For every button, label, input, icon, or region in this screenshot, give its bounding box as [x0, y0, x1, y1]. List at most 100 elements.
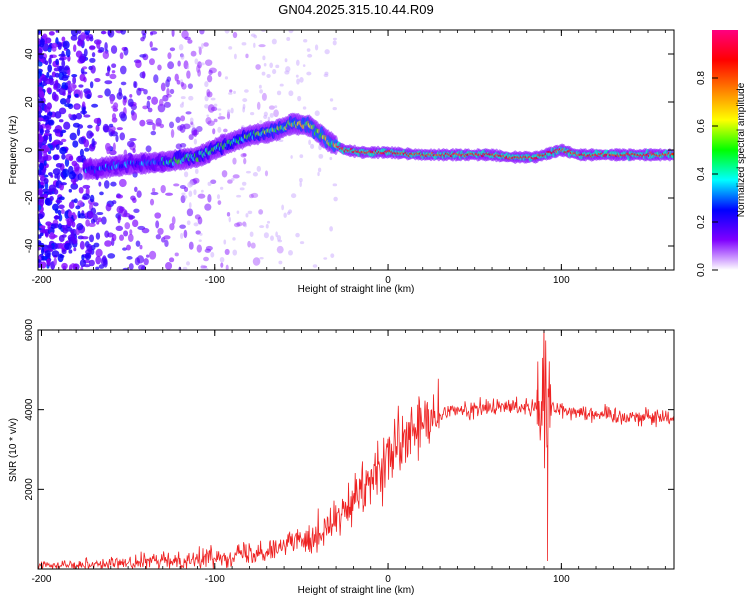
spectrogram-cell: [58, 53, 66, 57]
spectrogram-cell: [150, 30, 158, 35]
spectrogram-cell: [288, 90, 294, 97]
spectrogram-cell: [157, 64, 162, 71]
spectrogram-cell: [57, 65, 65, 70]
spectrogram-cell: [148, 58, 155, 66]
spectrogram-cell: [128, 263, 134, 270]
spectrogram-cell: [94, 78, 101, 83]
spectrogram-cell: [207, 104, 215, 113]
spectrogram-cell: [188, 134, 194, 140]
spectrogram-cell: [43, 193, 48, 199]
spectrogram-cell: [228, 46, 233, 50]
spectrogram-cell: [69, 132, 77, 141]
spectrogram-cell: [101, 216, 107, 225]
spectrogram-cell: [84, 147, 90, 152]
spectrogram-cell: [141, 71, 146, 79]
spectrogram-cell: [55, 199, 63, 204]
colorbar-tick-label: 0.0: [696, 263, 707, 277]
spectrogram-cell: [91, 52, 96, 58]
spectrogram-cell: [134, 186, 138, 193]
spectrogram-cell: [38, 187, 43, 196]
spectrogram-cell: [290, 193, 297, 199]
x-tick-label: -200: [31, 574, 51, 585]
spectrogram-cell: [39, 128, 44, 136]
spectrogram-cell: [232, 174, 240, 179]
spectrogram-cell: [317, 167, 322, 173]
spectrogram-cell: [58, 107, 67, 115]
y-tick-label: 6000: [24, 318, 35, 341]
snr-frame: [37, 329, 675, 570]
spectrogram-cell: [240, 153, 247, 158]
spectrogram-cell: [146, 119, 154, 124]
spectrogram-cell: [259, 210, 263, 215]
spectrogram-cell: [207, 193, 212, 203]
spectrogram-cell: [302, 106, 307, 110]
spectrogram-cell: [65, 97, 71, 104]
spectrogram-x-axis: -200 -100 0 100: [31, 30, 666, 286]
spectrogram-cell: [59, 146, 67, 155]
spectrogram-cell: [78, 84, 84, 88]
spectrogram-cell: [136, 255, 145, 264]
spectrogram-cell: [241, 181, 247, 186]
spectrogram-cell: [86, 130, 93, 139]
spectrogram-cell: [160, 184, 166, 194]
spectrogram-cell: [49, 54, 54, 59]
spectrogram-cell: [79, 73, 86, 82]
spectrogram-cell: [298, 178, 303, 183]
spectrogram-cell: [96, 221, 100, 225]
spectrogram-cell: [46, 102, 52, 110]
spectrogram-cell: [141, 227, 150, 234]
spectrogram-cell: [64, 103, 73, 108]
spectrogram-cell: [232, 249, 238, 256]
spectrogram-cell: [44, 129, 50, 134]
spectrogram-cell: [83, 264, 91, 268]
spectrogram-cell: [54, 154, 60, 160]
spectrogram-cell: [299, 241, 305, 245]
spectrogram-cell: [53, 257, 57, 266]
spectrogram-cell: [48, 57, 52, 65]
spectrogram-cell: [217, 126, 222, 133]
spectrogram-cell: [105, 72, 110, 77]
spectrogram-cell: [226, 211, 231, 217]
spectrogram-cell: [210, 179, 217, 184]
spectrogram-cell: [46, 71, 50, 78]
spectrogram-cell: [38, 213, 44, 220]
spectrogram-cell: [89, 36, 94, 42]
spectrogram-cell: [115, 225, 124, 232]
spectrogram-cell: [198, 239, 202, 243]
spectrogram-cell: [89, 45, 96, 50]
spectrogram-cell: [61, 59, 66, 68]
spectrogram-cell: [267, 116, 271, 122]
spectrogram-cell: [87, 124, 93, 129]
spectrogram-cell: [196, 244, 202, 253]
spectrogram-cell: [169, 47, 176, 52]
spectrogram-cell: [68, 113, 72, 118]
spectrogram-cell: [122, 267, 129, 270]
spectrogram-cell: [39, 38, 45, 46]
y-tick-label: 40: [24, 48, 35, 60]
spectrogram-cell: [129, 229, 133, 235]
spectrogram-cell: [129, 137, 137, 142]
spectrogram-cell: [111, 130, 116, 135]
spectrogram-cell: [109, 96, 114, 105]
spectrogram-cell: [307, 53, 313, 58]
y-tick-label: -40: [24, 238, 35, 253]
spectrogram-cell: [158, 98, 164, 107]
spectrogram-cell: [207, 181, 212, 186]
spectrogram-cell: [250, 242, 256, 249]
spectrogram-cell: [111, 63, 117, 69]
x-tick-label: 100: [553, 275, 570, 286]
snr-x-axis: -200 -100 0 100: [31, 330, 666, 585]
spectrogram-cell: [77, 173, 83, 181]
spectrogram-cell: [187, 181, 193, 188]
spectrogram-cell: [117, 214, 121, 224]
spectrogram-cell: [184, 36, 191, 41]
spectrogram-cell: [110, 45, 118, 54]
spectrogram-cell: [45, 124, 52, 131]
spectrogram-cell: [52, 168, 61, 176]
spectrogram-cell: [245, 53, 249, 59]
spectrogram-cell: [122, 97, 127, 106]
spectrogram-cell: [107, 66, 111, 72]
spectrogram-cell: [150, 47, 158, 51]
spectrogram-cell: [204, 81, 209, 88]
spectrogram-cell: [142, 105, 149, 110]
